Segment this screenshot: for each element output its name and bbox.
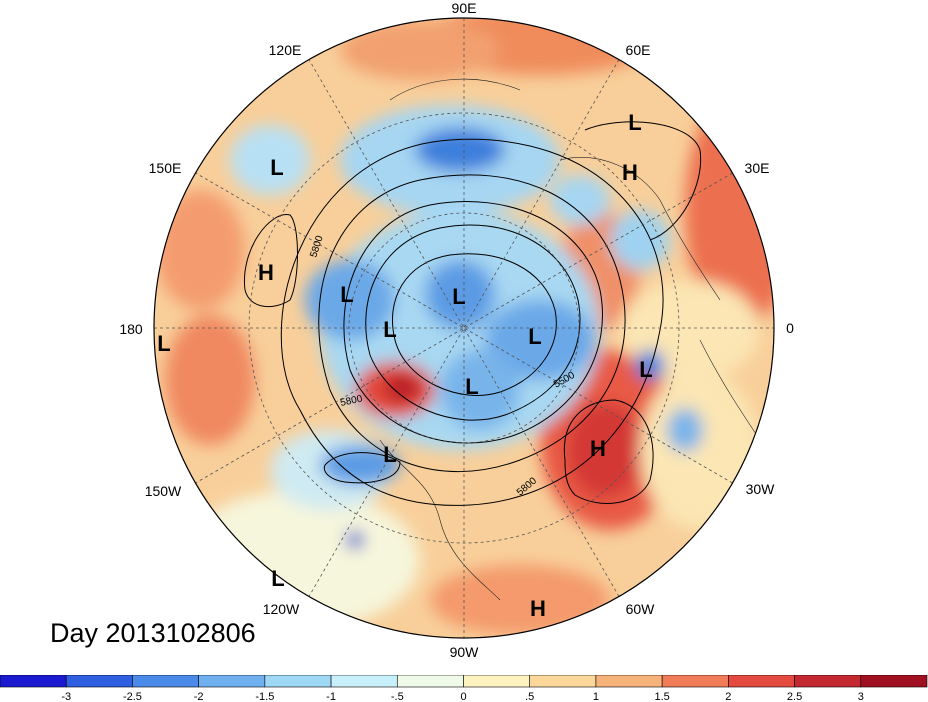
colorbar-swatch bbox=[330, 675, 398, 688]
colorbar-tick-label: -2 bbox=[194, 691, 204, 702]
lon-label-150w: 150W bbox=[145, 483, 182, 499]
contour-label: 5800 bbox=[339, 393, 363, 408]
colorbar-swatch bbox=[661, 675, 729, 688]
lon-label-0: 0 bbox=[786, 320, 794, 336]
colorbar-swatch bbox=[463, 675, 531, 688]
colorbar: -3 -2.5 -2 -1.5 -1 -.5 0 .5 1 1.5 2 2.5 3 bbox=[0, 675, 928, 702]
colorbar-tick-label: -2.5 bbox=[123, 691, 142, 702]
colorbar-swatch bbox=[0, 675, 67, 688]
colorbar-swatch bbox=[132, 675, 199, 688]
pressure-marker: L bbox=[340, 282, 353, 307]
colorbar-tick-label: -3 bbox=[61, 691, 71, 702]
lon-label-120w: 120W bbox=[263, 601, 300, 617]
graticule bbox=[154, 18, 774, 638]
pressure-markers: L H L L H H L L L L L L L H L bbox=[157, 110, 652, 621]
lon-label-60w: 60W bbox=[626, 601, 656, 617]
colorbar-swatch bbox=[860, 675, 928, 688]
colorbar-tick-label: 2.5 bbox=[787, 691, 802, 702]
colorbar-swatch bbox=[264, 675, 332, 688]
pressure-marker: H bbox=[530, 596, 546, 621]
longitude-labels: 90E 60E 30E 0 30W 60W 90W 120W 150W 180 … bbox=[119, 0, 794, 660]
colorbar-tick-label: 0 bbox=[460, 691, 466, 702]
pressure-marker: L bbox=[270, 155, 283, 180]
colorbar-swatch bbox=[396, 675, 464, 688]
pressure-marker: L bbox=[383, 317, 396, 342]
colorbar-swatch bbox=[198, 675, 266, 688]
pressure-marker: L bbox=[271, 566, 284, 591]
colorbar-tick-label: 1.5 bbox=[654, 691, 669, 702]
colorbar-swatch bbox=[595, 675, 663, 688]
polar-map: 90E 60E 30E 0 30W 60W 90W 120W 150W 180 … bbox=[119, 0, 794, 660]
colorbar-swatch bbox=[794, 675, 862, 688]
colorbar-swatch bbox=[65, 675, 133, 688]
pressure-marker: L bbox=[639, 357, 652, 382]
colorbar-tick-label: 3 bbox=[858, 691, 864, 702]
lon-label-30w: 30W bbox=[746, 481, 776, 497]
day-title: Day 2013102806 bbox=[50, 618, 256, 648]
pressure-marker: H bbox=[622, 160, 638, 185]
pressure-marker: L bbox=[465, 374, 478, 399]
lon-label-180: 180 bbox=[119, 321, 143, 337]
colorbar-swatch bbox=[529, 675, 597, 688]
pressure-marker: L bbox=[528, 324, 541, 349]
lon-label-90e: 90E bbox=[452, 0, 477, 16]
height-contours bbox=[243, 121, 702, 506]
colorbar-tick-label: 2 bbox=[725, 691, 731, 702]
pressure-marker: L bbox=[383, 442, 396, 467]
pressure-marker: H bbox=[258, 260, 274, 285]
map-boundary bbox=[153, 17, 775, 639]
lon-label-150e: 150E bbox=[149, 160, 182, 176]
pressure-marker: L bbox=[628, 110, 641, 135]
colorbar-tick-label: -.5 bbox=[391, 691, 404, 702]
lon-label-90w: 90W bbox=[450, 644, 480, 660]
colorbar-tick-label: .5 bbox=[525, 691, 534, 702]
pressure-marker: H bbox=[590, 436, 606, 461]
lon-label-30e: 30E bbox=[745, 160, 770, 176]
pressure-marker: L bbox=[157, 331, 170, 356]
colorbar-swatch bbox=[728, 675, 795, 688]
pressure-marker: L bbox=[452, 284, 465, 309]
colorbar-tick-label: -1.5 bbox=[255, 691, 274, 702]
lon-label-60e: 60E bbox=[626, 42, 651, 58]
colorbar-tick-label: 1 bbox=[593, 691, 599, 702]
lon-label-120e: 120E bbox=[269, 42, 302, 58]
colorbar-tick-label: -1 bbox=[326, 691, 336, 702]
coastlines bbox=[379, 78, 761, 601]
